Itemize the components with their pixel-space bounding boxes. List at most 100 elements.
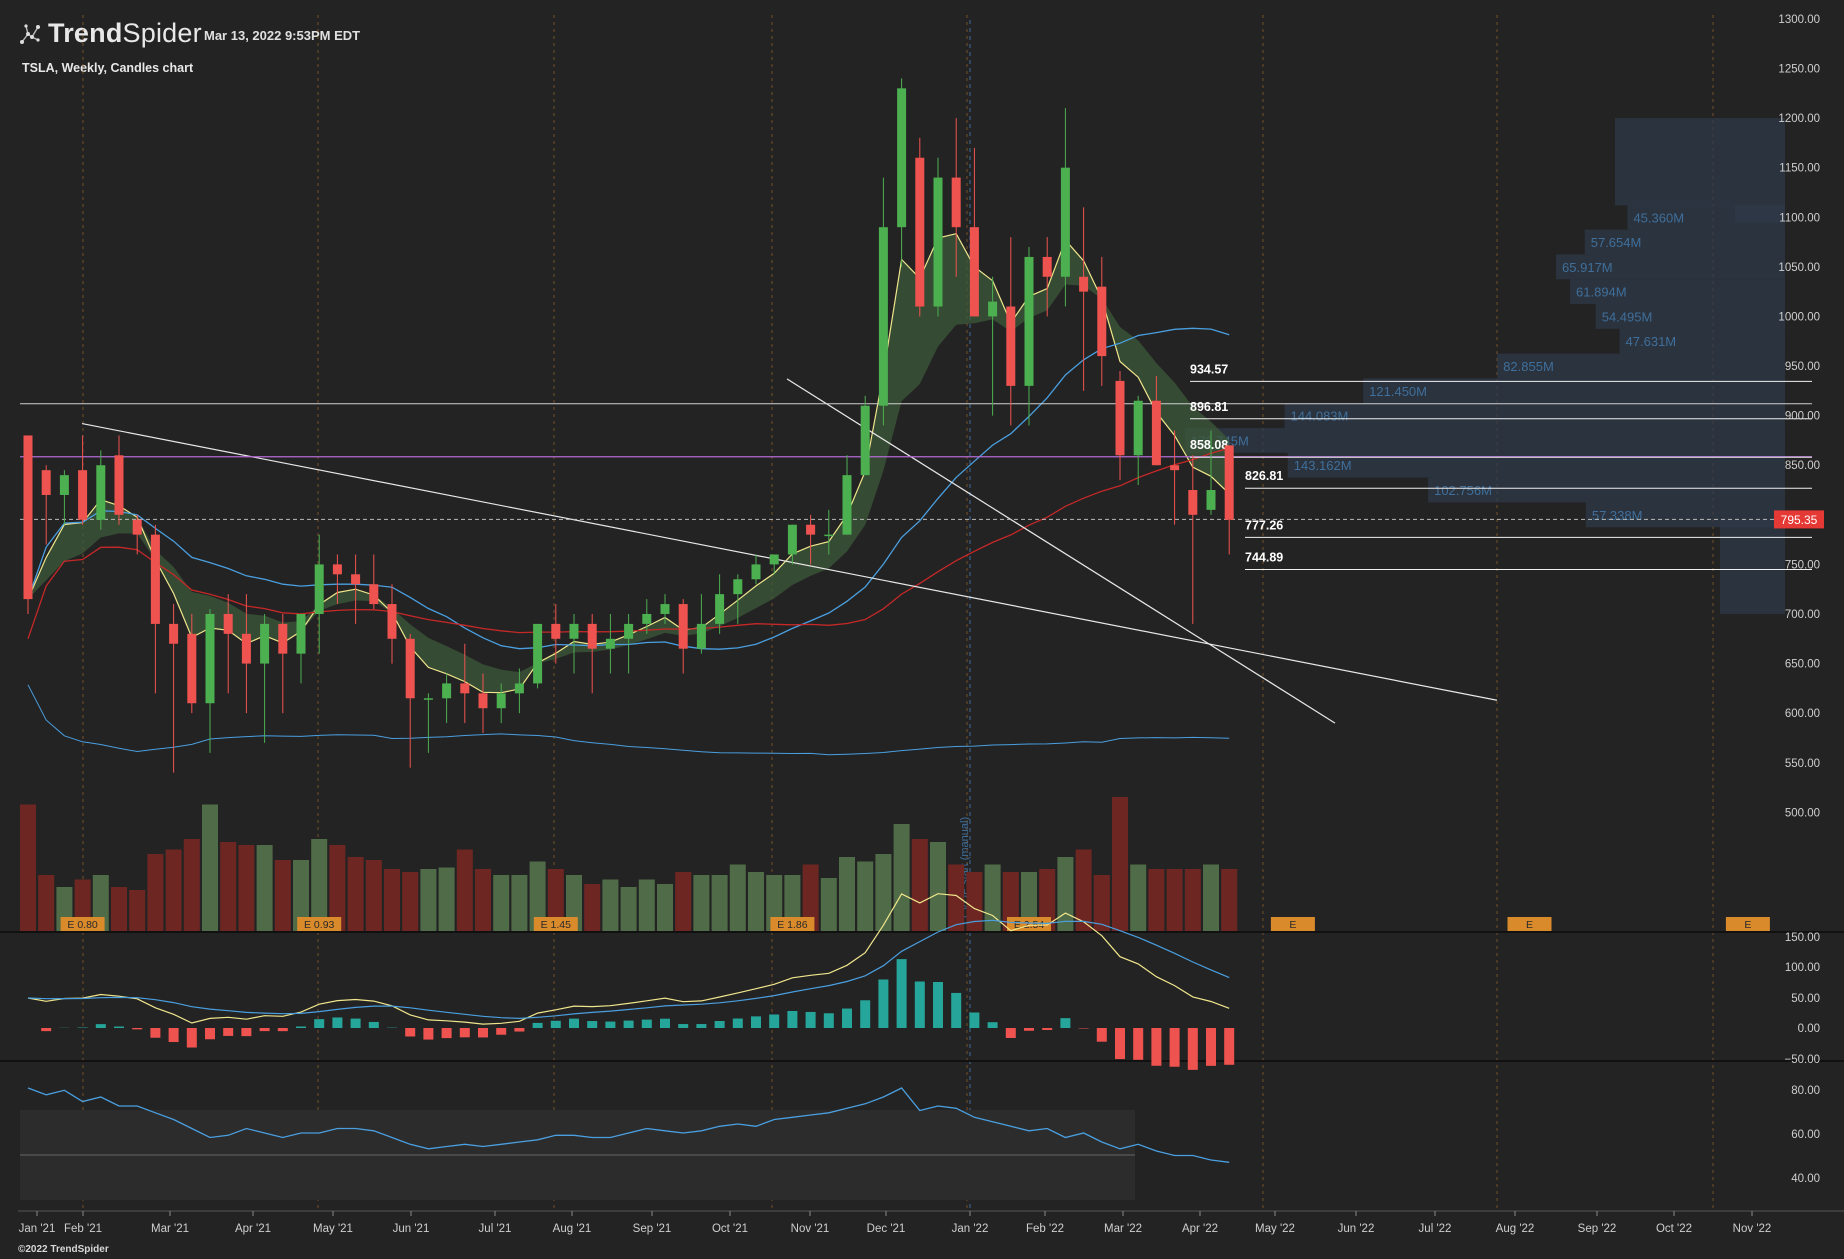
volume-bar [365,860,382,932]
candle [733,574,743,624]
candle [405,633,415,768]
macd-histogram-bar [987,1022,998,1028]
ema-ribbon [28,233,1230,693]
candle [624,613,634,674]
candle-body [824,534,834,537]
volume-bar [111,887,127,932]
macd-histogram-bar [205,1028,215,1040]
volume-bar [857,861,874,932]
level-label: 896.81 [1190,400,1228,414]
last-price-label: 795.35 [1781,513,1818,527]
volume-profile-label: 144.083M [1291,409,1349,424]
macd-histogram-bar [350,1018,361,1028]
volume-bar [893,824,910,932]
candle [605,613,615,674]
volume-bar [220,842,237,932]
volume-bar [202,804,218,932]
macd-tick-label: 150.00 [1785,932,1820,944]
month-separators [82,15,1714,1210]
trendspider-logo-icon [18,22,42,50]
candle [787,524,797,565]
macd-histogram-bar [1224,1028,1235,1065]
time-tick-label: Apr '22 [1182,1223,1218,1235]
candle-body [442,683,452,699]
candle [205,609,215,753]
candle-body [696,623,706,649]
volume-bar [930,842,946,932]
volume-bar [329,845,346,932]
volume-bar [602,879,619,932]
macd-histogram-bar [95,1024,106,1028]
macd-histogram-bar [168,1028,179,1043]
price-tick-label: 650.00 [1785,659,1820,671]
volume-bar [347,857,364,932]
volume-bar [711,875,728,932]
candle [842,455,852,535]
macd-histogram-bar [1005,1028,1016,1038]
candle [187,613,197,714]
time-tick-label: Jan '21 [19,1223,56,1235]
macd-histogram-bar [1206,1028,1216,1066]
candle-body [605,638,615,649]
time-tick-label: May '22 [1255,1223,1295,1235]
candle [387,584,397,664]
volume-bar [1148,869,1165,932]
trendline-descending [81,422,1498,701]
time-tick-label: Feb '22 [1026,1223,1064,1235]
volume-bar [802,864,819,932]
candle-body [551,623,561,639]
candle-body [860,405,870,476]
candle-body [132,519,142,535]
volume-ma-line [27,684,1230,756]
price-tick-label: 550.00 [1785,758,1820,770]
volume-bar [529,861,546,932]
candle-body [1079,276,1089,292]
candle-body [1115,380,1125,456]
volume-bar [20,804,36,932]
candle-body [787,524,797,555]
candle [169,604,179,773]
volume-profile-bar [1570,279,1785,305]
candle [769,554,779,575]
macd-histogram-bar [550,1020,561,1028]
volume-bar [729,864,746,932]
rsi-pane: 80.00 60.00 40.00 [20,1085,1820,1200]
time-tick-label: Feb '21 [64,1223,102,1235]
volume-profile-label: 121.450M [1369,384,1427,399]
volume-bar [875,854,892,932]
volume-profile-bar [1619,328,1785,354]
macd-histogram-bar [1133,1028,1144,1060]
candle [96,450,106,530]
candle [1133,395,1143,486]
candle-body [332,564,342,575]
candle [969,147,979,317]
volume-profile-bar [1556,254,1785,280]
macd-histogram-bar [1187,1028,1198,1070]
candle [1151,375,1161,466]
candle [1224,445,1234,555]
candle [1060,108,1070,307]
candle-body [260,623,270,664]
candle [1188,455,1198,624]
volume-profile-label: 45.360M [1633,210,1684,225]
volume-bar [384,869,400,932]
macd-histogram-bar [805,1011,816,1028]
volume-profile-label: 54.495M [1602,309,1653,324]
candle-body [624,623,634,639]
rsi-tick-label: 80.00 [1791,1085,1820,1097]
volume-profile-bar [1615,118,1785,206]
rsi-line [27,1087,1230,1163]
candle-body [1224,445,1234,520]
candle [496,683,506,724]
volume-bar [147,854,164,932]
candle-body [660,604,670,614]
candle-body [460,683,470,694]
candle [1042,237,1052,317]
macd-histogram-bar [587,1021,598,1028]
volume-profile: 45.360M 57.654M 65.917M 61.894M 54.495M 47.63… [1185,118,1785,614]
volume-profile-bar [1284,403,1785,429]
price-axis: 1300.00 1250.00 1200.00 1150.00 1100.00 1050.… [1774,14,1824,819]
candle [369,554,379,610]
volume-bar [293,860,309,932]
